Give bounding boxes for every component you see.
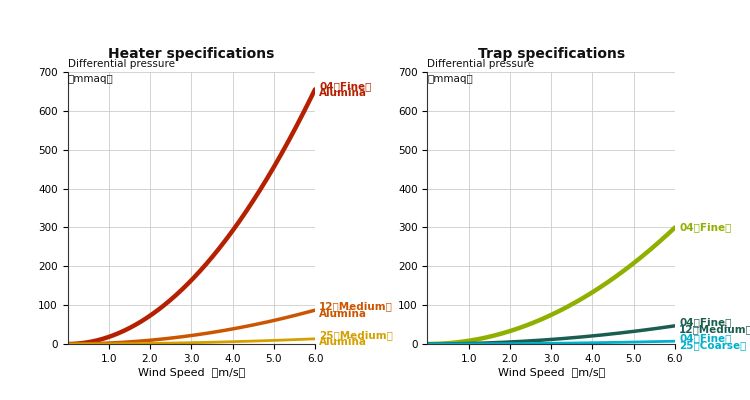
Text: 04（Fine）: 04（Fine） bbox=[679, 333, 731, 343]
Text: Alumina: Alumina bbox=[320, 337, 368, 347]
Title: Heater specifications: Heater specifications bbox=[108, 47, 274, 61]
Text: Differential pressure: Differential pressure bbox=[427, 59, 535, 69]
Text: （mmaq）: （mmaq） bbox=[68, 74, 113, 84]
Text: 04（Fine）: 04（Fine） bbox=[320, 81, 371, 91]
Text: Alumina: Alumina bbox=[320, 88, 368, 98]
X-axis label: Wind Speed  （m/s）: Wind Speed （m/s） bbox=[138, 368, 244, 378]
Text: 25（Medium）: 25（Medium） bbox=[320, 330, 393, 340]
Text: Differential pressure: Differential pressure bbox=[68, 59, 175, 69]
Text: 04（Fine）: 04（Fine） bbox=[679, 222, 731, 232]
Title: Trap specifications: Trap specifications bbox=[478, 47, 625, 61]
Text: 12（Medium）: 12（Medium） bbox=[679, 324, 750, 334]
Text: 04（Fine）: 04（Fine） bbox=[679, 317, 731, 327]
Text: （mmaq）: （mmaq） bbox=[427, 74, 473, 84]
Text: Alumina: Alumina bbox=[320, 309, 368, 319]
Text: 12（Medium）: 12（Medium） bbox=[320, 302, 393, 312]
Text: 25（Coarse）: 25（Coarse） bbox=[679, 340, 746, 350]
X-axis label: Wind Speed  （m/s）: Wind Speed （m/s） bbox=[497, 368, 604, 378]
